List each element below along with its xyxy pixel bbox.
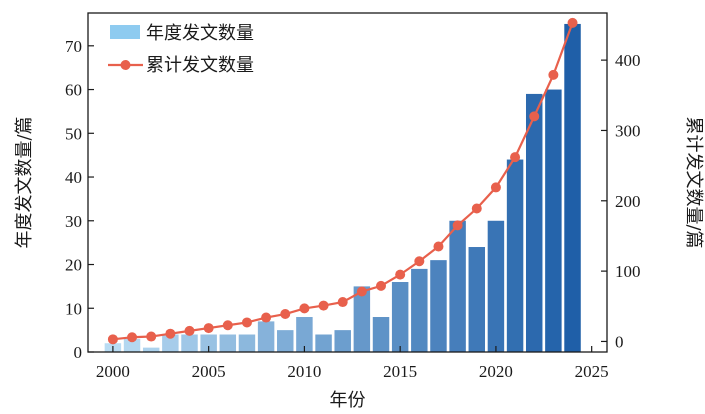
bar-2002 [142,347,160,352]
legend-swatch-bar [110,25,140,39]
cumulative-point-2004 [184,325,195,336]
bar-2018 [449,220,466,352]
bar-2012 [334,330,351,352]
y-tick-label-10: 10 [65,299,82,318]
y-axis-label: 年度发文数量/篇 [14,116,35,248]
y2-tick-label-100: 100 [615,262,641,281]
bar-2022 [525,93,543,353]
cumulative-point-2003 [165,328,176,339]
y2-tick-label-400: 400 [615,51,641,70]
x-tick-label-2025: 2025 [575,362,609,381]
y2-tick-label-300: 300 [615,121,641,140]
bar-2007 [238,334,256,352]
bar-2021 [506,159,524,352]
x-tick-label-2015: 2015 [383,362,417,381]
cumulative-point-2017 [433,241,444,252]
cumulative-point-2009 [280,309,291,320]
cumulative-point-2011 [318,300,329,311]
plot-frame [87,12,608,353]
y-tick-label-50: 50 [65,124,82,143]
y2-tick-label-200: 200 [615,192,641,211]
y-tick-label-0: 0 [74,343,83,362]
cumulative-point-2005 [203,323,214,334]
cumulative-point-2021 [510,152,521,163]
bar-series [104,23,581,353]
bar-2017 [430,260,447,352]
bar-2010 [296,317,313,352]
bar-2004 [181,334,198,352]
cumulative-line-series [107,17,578,345]
bar-2006 [219,334,237,352]
cumulative-point-2018 [452,220,463,231]
bar-2015 [391,282,409,352]
x-axis-label: 年份 [330,390,366,411]
x-tick-label-2005: 2005 [192,362,226,381]
legend-swatch-marker [120,60,131,70]
cumulative-point-2022 [529,111,540,122]
x-tick-label-2010: 2010 [287,362,321,381]
y-tick-label-20: 20 [65,256,82,275]
y2-tick-label-0: 0 [615,332,624,351]
cumulative-point-2015 [395,269,406,280]
cumulative-point-2013 [356,286,367,297]
cumulative-point-2024 [567,17,578,28]
bar-2016 [411,268,428,352]
axes: 2000 2005 2010 2015 2020 2025 0 10 20 30 40 50 60 70 0… [65,12,641,381]
y2-axis-label: 累计发文数量/篇 [683,116,704,248]
bar-2003 [162,334,179,352]
bar-2020 [487,220,505,352]
cumulative-point-2007 [241,317,252,328]
cumulative-point-2023 [548,69,559,80]
cumulative-point-2002 [146,331,157,342]
bar-2005 [200,334,217,352]
cumulative-point-2001 [127,332,138,343]
bar-2009 [277,330,294,352]
bar-2008 [257,321,275,352]
y-tick-label-30: 30 [65,212,82,231]
cumulative-point-2014 [376,280,387,291]
cumulative-point-2006 [222,320,233,331]
y-tick-label-70: 70 [65,37,82,56]
cumulative-point-2020 [490,182,501,193]
bar-2024 [564,23,581,352]
bar-2001 [123,338,141,352]
y-tick-label-60: 60 [65,81,82,100]
cumulative-point-2008 [261,312,272,323]
bar-2011 [315,334,332,352]
legend-label-line: 累计发文数量 [146,55,254,76]
cumulative-point-2000 [107,334,118,345]
y-tick-label-40: 40 [65,168,82,187]
bar-2019 [468,247,486,352]
cumulative-point-2016 [414,256,425,267]
x-tick-label-2020: 2020 [479,362,513,381]
bar-2013 [353,286,371,352]
legend-label-bar: 年度发文数量 [146,23,254,44]
bar-2023 [545,89,562,353]
cumulative-point-2012 [337,297,348,308]
cumulative-point-2010 [299,303,310,314]
bar-2014 [372,317,390,352]
cumulative-point-2019 [471,203,482,214]
x-tick-label-2000: 2000 [96,362,130,381]
